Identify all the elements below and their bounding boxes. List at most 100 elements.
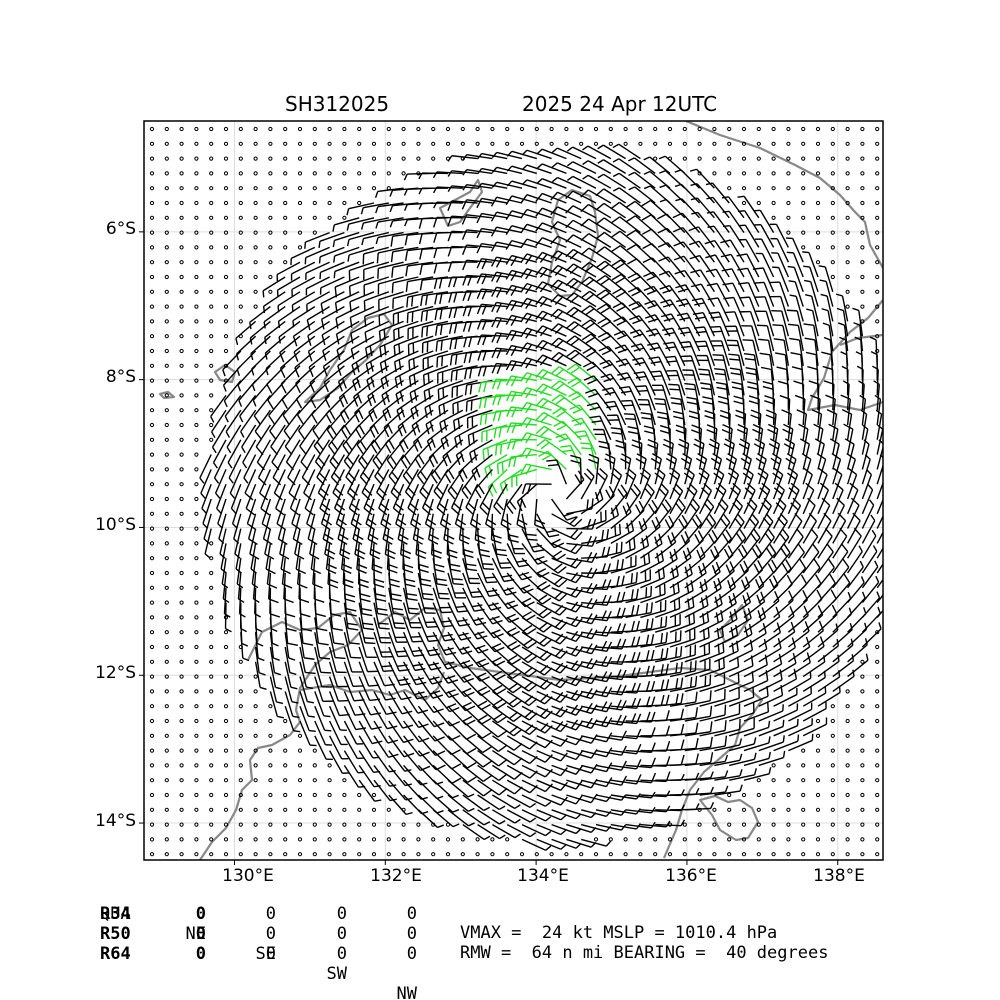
- wind-barb: [731, 381, 745, 411]
- calm-circle: [549, 126, 554, 132]
- wind-barb: [550, 235, 582, 249]
- barb-feather: [630, 276, 641, 283]
- barb-feather: [415, 422, 421, 433]
- barb-feather: [706, 429, 717, 435]
- wind-barb: [738, 282, 760, 307]
- wind-barb: [403, 172, 434, 181]
- wind-barb: [788, 280, 804, 307]
- barb-staff: [635, 244, 656, 263]
- wind-barb: [289, 483, 301, 516]
- wind-barb: [610, 216, 641, 234]
- barb-feather: [612, 158, 620, 163]
- barb-feather: [631, 290, 642, 297]
- barb-feather: [466, 568, 478, 572]
- barb-feather: [744, 357, 756, 361]
- wind-barb: [753, 281, 775, 307]
- wind-barb: [430, 454, 449, 484]
- barb-feather: [430, 437, 436, 448]
- barb-feather: [611, 245, 621, 253]
- calm-circle: [283, 156, 288, 161]
- wind-barb: [164, 408, 169, 413]
- wind-barb: [388, 454, 405, 485]
- barb-feather: [521, 164, 528, 171]
- barb-feather: [567, 377, 577, 385]
- barb-feather: [618, 362, 629, 367]
- wind-barb: [581, 290, 612, 308]
- coast-small-isle-west: [213, 363, 237, 384]
- barb-feather: [613, 316, 624, 323]
- barb-staff: [603, 217, 626, 234]
- barb-feather: [643, 554, 646, 566]
- wind-barb: [684, 382, 701, 411]
- barb-feather: [311, 414, 318, 424]
- barb-feather: [501, 461, 504, 473]
- barb-feather: [298, 430, 306, 440]
- wind-barb: [641, 214, 671, 234]
- barb-feather: [481, 319, 487, 331]
- barb-feather: [477, 334, 482, 346]
- barb-feather: [551, 147, 558, 153]
- barb-staff: [682, 413, 686, 440]
- wind-barb: [327, 200, 332, 206]
- wind-barb: [179, 482, 184, 487]
- wind-barb: [209, 289, 214, 294]
- barb-staff: [858, 310, 864, 337]
- barb-feather: [476, 213, 483, 224]
- wind-barb: [432, 216, 463, 228]
- calm-circle: [179, 289, 184, 294]
- wind-barb: [297, 156, 303, 161]
- calm-circle: [371, 156, 377, 161]
- barb-feather: [712, 354, 724, 357]
- barb-feather: [651, 519, 657, 530]
- barb-feather: [384, 443, 392, 454]
- wind-barb: [431, 141, 436, 146]
- calm-circle: [223, 200, 229, 206]
- wind-barb: [357, 156, 362, 161]
- barb-feather: [521, 597, 532, 604]
- wind-barb: [379, 350, 404, 374]
- barb-feather: [691, 424, 702, 430]
- wind-barb: [610, 427, 627, 455]
- barb-feather: [573, 518, 583, 527]
- barb-feather: [436, 583, 448, 587]
- barb-feather: [484, 413, 488, 425]
- wind-barb: [491, 166, 523, 175]
- barb-feather: [678, 518, 685, 529]
- barb-feather: [767, 423, 778, 430]
- wind-barb: [818, 265, 834, 293]
- barb-feather: [670, 397, 681, 400]
- barb-feather: [647, 303, 658, 309]
- wind-barb: [875, 141, 880, 146]
- calm-circle: [727, 156, 732, 161]
- barb-feather: [665, 346, 676, 350]
- wind-barb: [598, 345, 627, 367]
- wind-barb: [520, 342, 552, 354]
- barb-staff: [787, 398, 791, 426]
- wind-barb: [789, 294, 804, 322]
- calm-circle: [253, 186, 258, 191]
- calm-circle: [223, 230, 229, 235]
- barb-feather: [279, 553, 290, 560]
- barb-feather: [490, 211, 498, 222]
- barb-feather: [325, 548, 336, 555]
- barb-feather: [628, 171, 635, 176]
- calm-circle: [164, 378, 169, 383]
- barb-feather: [580, 247, 590, 256]
- barb-staff: [469, 439, 493, 454]
- barb-feather: [482, 350, 487, 361]
- barb-feather: [470, 400, 473, 411]
- barb-feather: [370, 443, 378, 454]
- barb-feather: [448, 292, 453, 303]
- wind-barb: [224, 394, 242, 423]
- calm-circle: [875, 141, 880, 146]
- wind-barb: [700, 382, 716, 411]
- barb-staff: [334, 261, 360, 273]
- barb-feather: [548, 534, 560, 538]
- calm-circle: [875, 156, 880, 161]
- barb-feather: [510, 346, 517, 357]
- calm-circle: [238, 260, 243, 265]
- barb-feather: [506, 504, 514, 514]
- calm-circle: [223, 156, 229, 161]
- wind-barb: [535, 411, 567, 426]
- barb-feather: [437, 389, 440, 400]
